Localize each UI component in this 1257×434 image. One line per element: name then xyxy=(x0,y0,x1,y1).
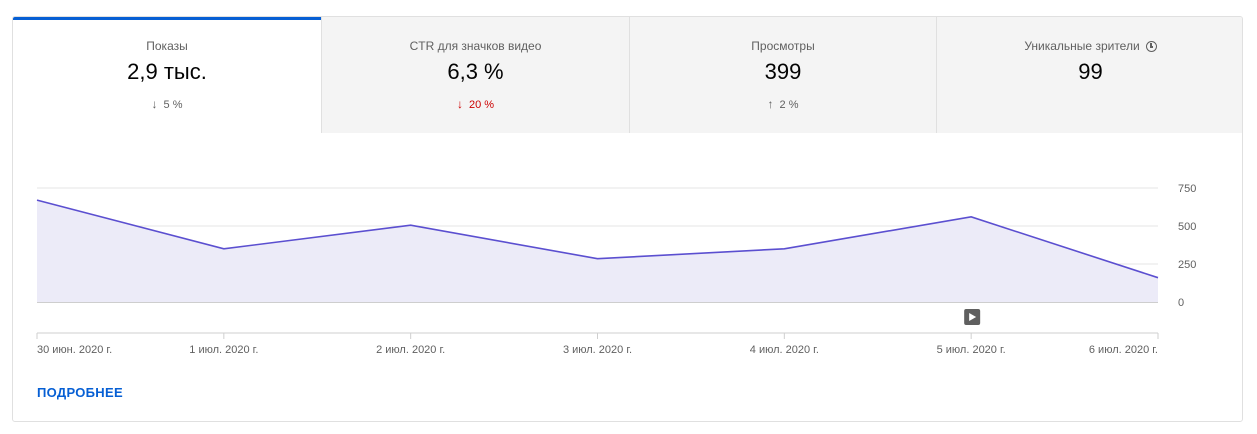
x-tick-label: 2 июл. 2020 г. xyxy=(376,344,445,356)
metric-value: 6,3 % xyxy=(447,59,504,84)
y-tick-label: 500 xyxy=(1178,221,1196,233)
tab-ctr[interactable]: CTR для значков видео 6,3 % ↓ 20 % xyxy=(321,17,629,133)
y-tick-label: 0 xyxy=(1178,297,1184,309)
y-tick-label: 750 xyxy=(1178,183,1196,195)
delta-value: 5 % xyxy=(163,99,183,111)
metric-delta: ↓ 5 % xyxy=(13,97,321,111)
x-tick-label: 1 июл. 2020 г. xyxy=(189,344,258,356)
x-tick-label: 3 июл. 2020 г. xyxy=(563,344,632,356)
tab-unique-viewers[interactable]: Уникальные зрители 99 xyxy=(936,17,1242,133)
arrow-up-icon: ↑ xyxy=(767,97,774,111)
x-tick-label: 30 июн. 2020 г. xyxy=(37,344,112,356)
analytics-card: Показы 2,9 тыс. ↓ 5 % CTR для значков вид… xyxy=(12,16,1243,422)
metric-label: Уникальные зрители xyxy=(937,39,1242,53)
metric-value: 99 xyxy=(1078,59,1103,84)
metric-label-text: Уникальные зрители xyxy=(1024,39,1140,53)
x-tick-label: 5 июл. 2020 г. xyxy=(937,344,1006,356)
more-details-link[interactable]: ПОДРОБНЕЕ xyxy=(37,385,123,400)
metric-label: CTR для значков видео xyxy=(409,39,542,53)
delta-value: 2 % xyxy=(779,99,799,111)
metric-delta: ↑ 2 % xyxy=(630,97,936,111)
y-tick-label: 250 xyxy=(1178,259,1196,271)
play-icon[interactable] xyxy=(964,309,981,325)
metric-label: Показы xyxy=(146,39,188,53)
x-tick-label: 6 июл. 2020 г. xyxy=(1089,344,1158,356)
clock-info-icon[interactable] xyxy=(1145,41,1157,52)
arrow-down-icon: ↓ xyxy=(456,97,463,111)
views-chart: 750 500 250 0 30 июн. 2020 г. 1 июл. 2020 г. 2… xyxy=(36,183,1196,356)
metric-value: 399 xyxy=(764,59,802,84)
arrow-down-icon: ↓ xyxy=(151,97,158,111)
tab-impressions[interactable]: Показы 2,9 тыс. ↓ 5 % xyxy=(13,17,321,133)
tab-views[interactable]: Просмотры 399 ↑ 2 % xyxy=(629,17,936,133)
series-line xyxy=(36,199,1159,279)
metric-value: 2,9 тыс. xyxy=(127,59,207,84)
metric-label: Просмотры xyxy=(751,39,815,53)
delta-value: 20 % xyxy=(468,99,495,111)
area-fill xyxy=(37,200,1158,302)
metric-tabs: Показы 2,9 тыс. ↓ 5 % CTR для значков вид… xyxy=(13,17,1242,133)
metric-delta: ↓ 20 % xyxy=(322,97,629,111)
x-tick-label: 4 июл. 2020 г. xyxy=(750,344,819,356)
